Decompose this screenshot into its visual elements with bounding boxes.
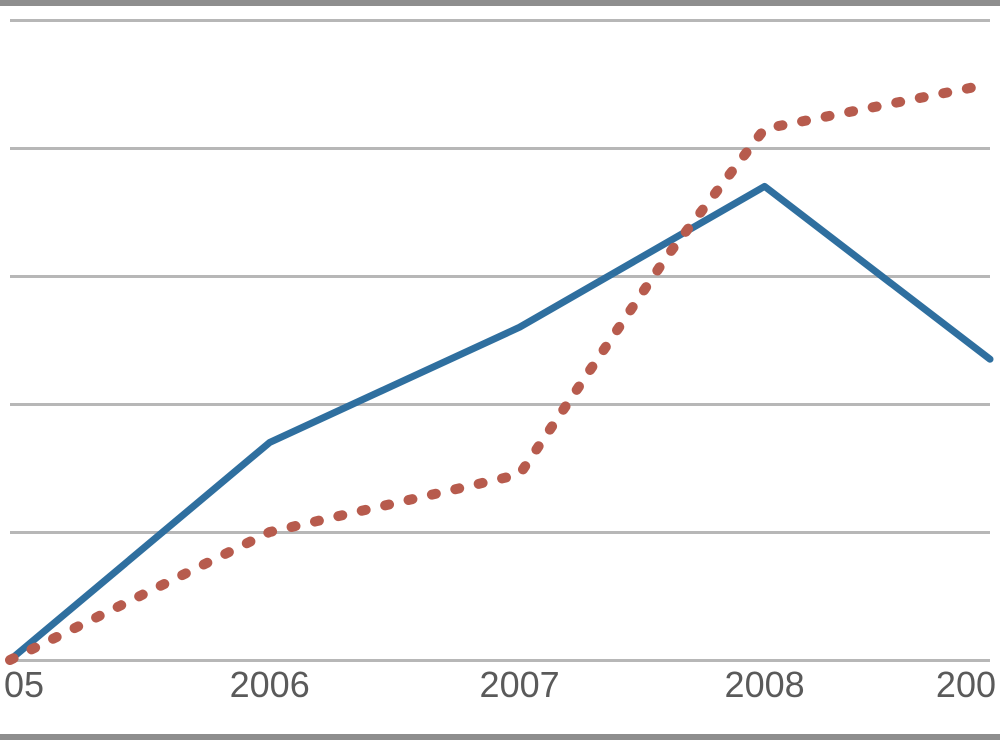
frame-border-bottom — [0, 734, 1000, 740]
x-axis-label: 2007 — [480, 664, 560, 706]
x-axis-label: 2006 — [230, 664, 310, 706]
chart-series — [10, 20, 990, 660]
x-axis-label: 05 — [4, 664, 44, 706]
frame-border-top — [0, 0, 1000, 6]
plot-area — [10, 20, 990, 660]
chart-frame: 05 2006 2007 2008 200 — [0, 0, 1000, 740]
x-axis-label: 2008 — [725, 664, 805, 706]
series-line-series-b — [10, 84, 990, 660]
x-axis-label: 200 — [936, 664, 996, 706]
